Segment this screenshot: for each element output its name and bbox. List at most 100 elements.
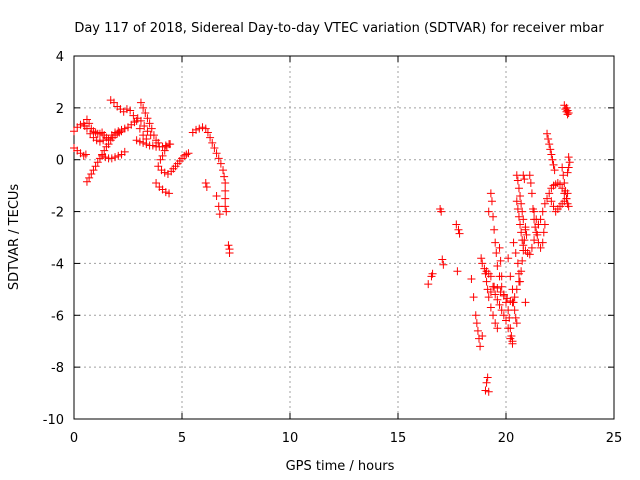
data-point (527, 243, 536, 252)
data-point (478, 332, 487, 341)
data-point (534, 220, 543, 229)
data-point (139, 138, 148, 147)
data-point (161, 141, 170, 150)
data-point (221, 186, 230, 195)
series-trace-10 (152, 179, 174, 198)
data-point (152, 179, 161, 188)
data-point (160, 168, 169, 177)
data-point (562, 194, 571, 203)
y-tick-label: 0 (56, 154, 64, 169)
data-point (158, 151, 167, 160)
data-point (561, 186, 570, 195)
series-trace-35 (560, 101, 574, 177)
data-point (206, 133, 215, 142)
data-point (184, 149, 193, 158)
data-point (489, 311, 498, 320)
data-point (538, 238, 547, 247)
data-point (543, 194, 552, 203)
data-point (120, 124, 129, 133)
data-point (538, 207, 547, 216)
data-point (109, 98, 118, 107)
data-point (130, 118, 139, 127)
data-point (145, 119, 154, 128)
data-point (564, 163, 573, 172)
data-point (132, 116, 141, 125)
data-point (212, 149, 221, 158)
data-point (91, 162, 100, 171)
data-point (545, 140, 554, 149)
data-point (70, 127, 78, 136)
data-point (483, 373, 492, 382)
series-trace-18 (467, 274, 487, 351)
y-axis-label: SDTVAR / TECUs (7, 184, 22, 291)
data-point (93, 158, 102, 167)
data-point (454, 225, 463, 234)
data-point (107, 154, 116, 163)
data-point (453, 267, 462, 276)
data-point (455, 229, 464, 238)
data-point (156, 155, 165, 164)
data-point (210, 144, 219, 153)
series-trace-16 (424, 204, 448, 289)
data-point (154, 162, 163, 171)
data-point (141, 109, 150, 118)
data-point (523, 249, 532, 258)
y-tick-label: -6 (51, 309, 64, 324)
data-point (559, 171, 568, 180)
data-point (514, 184, 523, 193)
data-point (154, 138, 163, 147)
data-point (540, 199, 549, 208)
data-point (550, 166, 559, 175)
data-point (192, 125, 201, 134)
y-tick-label: 4 (56, 50, 64, 65)
data-point (216, 159, 225, 168)
data-point (516, 277, 525, 286)
data-point (560, 179, 569, 188)
data-point (85, 119, 94, 128)
data-point (536, 215, 545, 224)
data-point (81, 150, 90, 159)
x-tick-label: 20 (498, 431, 515, 446)
x-axis-ticks: 0 5 10 15 20 25 (70, 56, 622, 446)
y-axis-ticks: -10 -8 -6 -4 -2 0 2 4 (43, 50, 614, 428)
x-tick-label: 5 (178, 431, 186, 446)
data-point (89, 127, 98, 136)
series-trace-7 (106, 96, 151, 143)
series-trace-5 (98, 147, 129, 163)
data-point (518, 207, 527, 216)
data-point (510, 293, 519, 302)
plot-frame (73, 55, 615, 420)
data-point (114, 127, 123, 136)
data-point (111, 153, 120, 162)
data-point (526, 179, 535, 188)
data-point (514, 212, 523, 221)
data-point (508, 339, 517, 348)
data-point (202, 182, 211, 191)
data-point (509, 238, 518, 247)
data-point (95, 129, 104, 138)
data-point (101, 153, 110, 162)
data-point (486, 272, 495, 281)
data-point (120, 147, 129, 156)
data-point (180, 151, 189, 160)
data-point (111, 128, 120, 137)
data-point (484, 207, 493, 216)
data-point (132, 136, 141, 145)
data-point (527, 189, 536, 198)
data-point (504, 324, 513, 333)
data-point (143, 127, 152, 136)
data-point (511, 313, 520, 322)
series-trace-23 (495, 243, 506, 281)
data-point (484, 387, 493, 396)
data-point (438, 255, 447, 264)
data-point (165, 189, 174, 198)
series-trace-4 (80, 115, 111, 142)
data-point (506, 272, 515, 281)
data-point (486, 287, 495, 296)
data-point (122, 105, 131, 114)
data-point (139, 103, 148, 112)
data-point (161, 188, 170, 197)
data-point (525, 171, 534, 180)
data-point (499, 311, 508, 320)
